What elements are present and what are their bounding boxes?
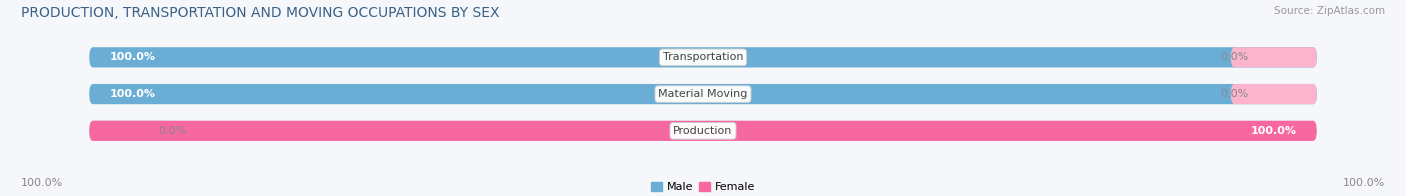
Text: Source: ZipAtlas.com: Source: ZipAtlas.com <box>1274 6 1385 16</box>
Text: 0.0%: 0.0% <box>1220 52 1249 62</box>
FancyBboxPatch shape <box>90 47 1317 67</box>
Text: PRODUCTION, TRANSPORTATION AND MOVING OCCUPATIONS BY SEX: PRODUCTION, TRANSPORTATION AND MOVING OC… <box>21 6 499 20</box>
Text: 100.0%: 100.0% <box>1343 178 1385 188</box>
FancyBboxPatch shape <box>90 84 1317 104</box>
Text: 100.0%: 100.0% <box>110 89 156 99</box>
Text: 100.0%: 100.0% <box>21 178 63 188</box>
Text: 100.0%: 100.0% <box>110 52 156 62</box>
Text: Production: Production <box>673 126 733 136</box>
FancyBboxPatch shape <box>90 47 1317 67</box>
FancyBboxPatch shape <box>90 121 1317 141</box>
FancyBboxPatch shape <box>90 121 1317 141</box>
Text: Transportation: Transportation <box>662 52 744 62</box>
Text: 100.0%: 100.0% <box>1250 126 1296 136</box>
FancyBboxPatch shape <box>1230 47 1317 67</box>
Legend: Male, Female: Male, Female <box>647 177 759 196</box>
FancyBboxPatch shape <box>90 84 1317 104</box>
Text: 0.0%: 0.0% <box>1220 89 1249 99</box>
FancyBboxPatch shape <box>90 121 176 141</box>
FancyBboxPatch shape <box>1230 84 1317 104</box>
Text: 0.0%: 0.0% <box>157 126 186 136</box>
Text: Material Moving: Material Moving <box>658 89 748 99</box>
